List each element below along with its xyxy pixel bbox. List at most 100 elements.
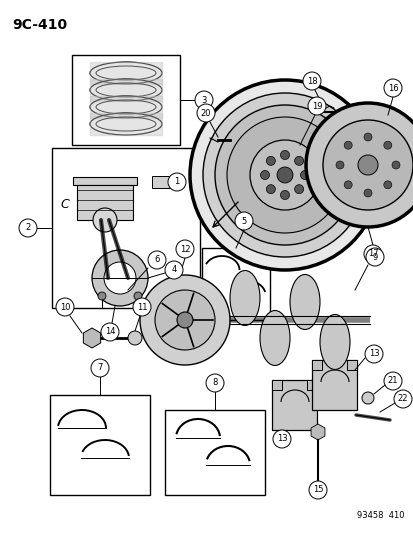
Circle shape	[19, 219, 37, 237]
Circle shape	[249, 140, 319, 210]
Circle shape	[383, 181, 391, 189]
Bar	[312, 360, 357, 410]
Text: 3: 3	[201, 95, 206, 104]
Circle shape	[280, 150, 289, 159]
Circle shape	[343, 181, 351, 189]
Bar	[307, 380, 317, 390]
Bar	[272, 380, 317, 430]
Circle shape	[343, 141, 351, 149]
Text: 93458  410: 93458 410	[357, 511, 404, 520]
Bar	[202, 248, 269, 320]
Text: 18: 18	[306, 77, 316, 85]
Circle shape	[195, 91, 212, 109]
Bar	[52, 148, 199, 308]
Circle shape	[133, 298, 151, 316]
Circle shape	[197, 104, 214, 122]
Circle shape	[226, 117, 342, 233]
Text: 21: 21	[387, 376, 397, 385]
Circle shape	[98, 292, 106, 300]
Circle shape	[260, 171, 269, 180]
Text: 9C-410: 9C-410	[12, 18, 67, 32]
Text: 10: 10	[59, 303, 70, 311]
Text: 6: 6	[154, 255, 159, 264]
Circle shape	[134, 292, 142, 300]
Circle shape	[280, 190, 289, 199]
Text: 12: 12	[179, 245, 190, 254]
Text: 1: 1	[174, 177, 179, 187]
Text: 13: 13	[276, 434, 287, 443]
Circle shape	[165, 261, 183, 279]
Circle shape	[154, 290, 214, 350]
Circle shape	[91, 359, 109, 377]
Circle shape	[176, 240, 194, 258]
Circle shape	[357, 155, 377, 175]
Circle shape	[206, 374, 223, 392]
Circle shape	[101, 323, 119, 341]
Circle shape	[383, 79, 401, 97]
Text: 11: 11	[136, 303, 147, 311]
Circle shape	[365, 248, 383, 266]
Text: 5: 5	[241, 216, 246, 225]
Circle shape	[300, 171, 309, 180]
Circle shape	[383, 141, 391, 149]
Circle shape	[92, 250, 147, 306]
Circle shape	[364, 345, 382, 363]
Bar	[73, 177, 137, 185]
Circle shape	[214, 105, 354, 245]
Bar	[347, 360, 357, 370]
Bar	[165, 410, 264, 495]
Text: C: C	[60, 198, 69, 212]
Circle shape	[202, 93, 366, 257]
Text: 9: 9	[371, 253, 377, 262]
Circle shape	[190, 80, 379, 270]
Bar	[272, 380, 282, 390]
Ellipse shape	[230, 271, 259, 326]
Bar	[50, 395, 150, 495]
Text: 22: 22	[397, 394, 407, 403]
Circle shape	[363, 245, 381, 263]
Ellipse shape	[289, 274, 319, 329]
Circle shape	[177, 312, 192, 328]
Circle shape	[168, 173, 185, 191]
Circle shape	[383, 372, 401, 390]
Text: 15: 15	[312, 486, 323, 495]
Circle shape	[335, 161, 343, 169]
Circle shape	[391, 161, 399, 169]
Circle shape	[266, 156, 275, 165]
Circle shape	[266, 184, 275, 193]
Circle shape	[276, 167, 292, 183]
Text: 19: 19	[311, 101, 321, 110]
Ellipse shape	[319, 314, 349, 369]
Bar	[152, 176, 173, 188]
Circle shape	[294, 184, 303, 193]
Text: 14: 14	[104, 327, 115, 336]
Text: 13: 13	[368, 350, 378, 359]
Text: 16: 16	[387, 84, 397, 93]
Circle shape	[307, 97, 325, 115]
Bar	[77, 185, 133, 220]
Circle shape	[363, 133, 371, 141]
Circle shape	[322, 120, 412, 210]
Circle shape	[235, 212, 252, 230]
Circle shape	[305, 103, 413, 227]
Circle shape	[294, 156, 303, 165]
Circle shape	[361, 392, 373, 404]
Circle shape	[56, 298, 74, 316]
Text: 4: 4	[171, 265, 176, 274]
Bar	[72, 55, 180, 145]
Circle shape	[93, 208, 117, 232]
Circle shape	[104, 262, 136, 294]
Circle shape	[140, 275, 230, 365]
Text: 17: 17	[367, 249, 377, 259]
Text: 7: 7	[97, 364, 102, 373]
Circle shape	[147, 251, 166, 269]
Text: 2: 2	[25, 223, 31, 232]
Circle shape	[128, 331, 142, 345]
Text: 8: 8	[212, 378, 217, 387]
Text: 20: 20	[200, 109, 211, 117]
Circle shape	[393, 390, 411, 408]
Circle shape	[308, 481, 326, 499]
Circle shape	[302, 72, 320, 90]
Ellipse shape	[259, 311, 289, 366]
Circle shape	[363, 189, 371, 197]
